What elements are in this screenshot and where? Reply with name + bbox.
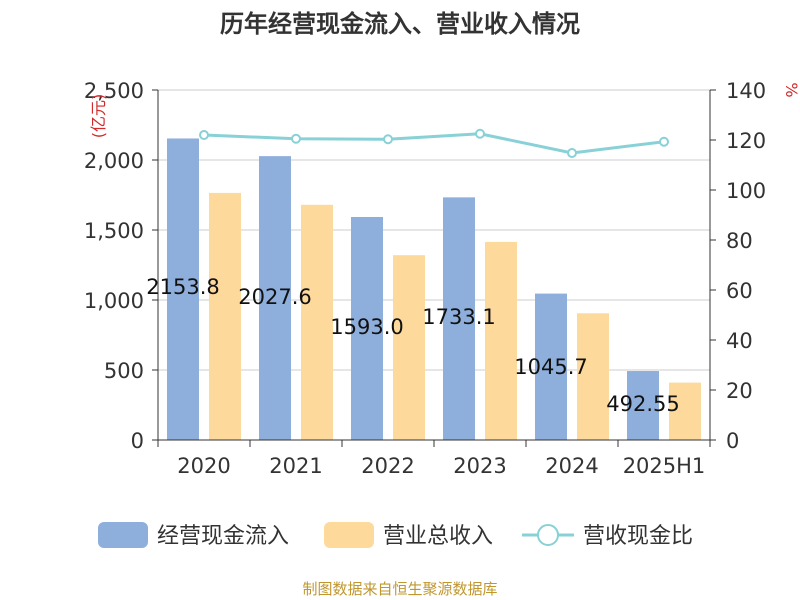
bar-data-label: 1593.0 <box>330 315 403 339</box>
line-point <box>567 148 577 158</box>
legend-swatch-revenue <box>324 522 374 548</box>
bar <box>301 204 333 440</box>
bar <box>209 192 241 440</box>
bar-data-label: 2027.6 <box>238 285 311 309</box>
line-point <box>383 134 393 145</box>
x-tick-label: 2021 <box>269 454 322 478</box>
line-point <box>659 136 669 147</box>
data-source-note: 制图数据来自恒生聚源数据库 <box>302 580 498 598</box>
bar-data-label: 1045.7 <box>514 355 587 379</box>
left-tick-label: 1,500 <box>84 219 144 243</box>
line-point <box>475 128 485 139</box>
bar <box>167 138 199 440</box>
right-tick-label: 40 <box>726 329 753 353</box>
right-tick-label: 80 <box>726 229 753 253</box>
x-tick-label: 2020 <box>177 454 230 478</box>
right-tick-label: 0 <box>726 429 739 453</box>
left-tick-label: 1,000 <box>84 289 144 313</box>
left-axis-unit: (亿元) <box>89 94 108 139</box>
line-point <box>291 133 301 144</box>
left-tick-label: 500 <box>104 359 144 383</box>
bar <box>393 255 425 440</box>
bar <box>627 371 659 440</box>
right-tick-label: 140 <box>726 79 766 103</box>
right-tick-label: 100 <box>726 179 766 203</box>
right-tick-label: 20 <box>726 379 753 403</box>
x-tick-label: 2022 <box>361 454 414 478</box>
right-tick-label: 120 <box>726 129 766 153</box>
bar <box>485 241 517 440</box>
left-tick-label: 0 <box>131 429 144 453</box>
legend-label: 营收现金比 <box>583 524 693 549</box>
right-tick-label: 60 <box>726 279 753 303</box>
legend-label: 经营现金流入 <box>157 524 289 549</box>
legend-label: 营业总收入 <box>383 524 493 549</box>
legend-marker-ratio <box>537 524 559 546</box>
bar <box>535 293 567 440</box>
x-tick-label: 2025H1 <box>623 454 706 478</box>
bar-data-label: 492.55 <box>606 392 679 416</box>
bar <box>669 382 701 440</box>
bar-data-label: 1733.1 <box>422 305 495 329</box>
left-tick-label: 2,000 <box>84 149 144 173</box>
line-series <box>203 132 665 155</box>
x-tick-label: 2024 <box>545 454 598 478</box>
line-point <box>199 130 209 140</box>
bar <box>443 197 475 440</box>
left-tick-label: 2,500 <box>84 79 144 103</box>
bar <box>351 216 383 440</box>
right-axis-unit: % <box>782 82 800 97</box>
x-tick-label: 2023 <box>453 454 506 478</box>
bar-data-label: 2153.8 <box>146 275 219 299</box>
bar <box>577 313 609 440</box>
legend-swatch-cash-inflow <box>98 522 148 548</box>
chart-title: 历年经营现金流入、营业收入情况 <box>220 10 580 38</box>
bar <box>259 156 291 441</box>
